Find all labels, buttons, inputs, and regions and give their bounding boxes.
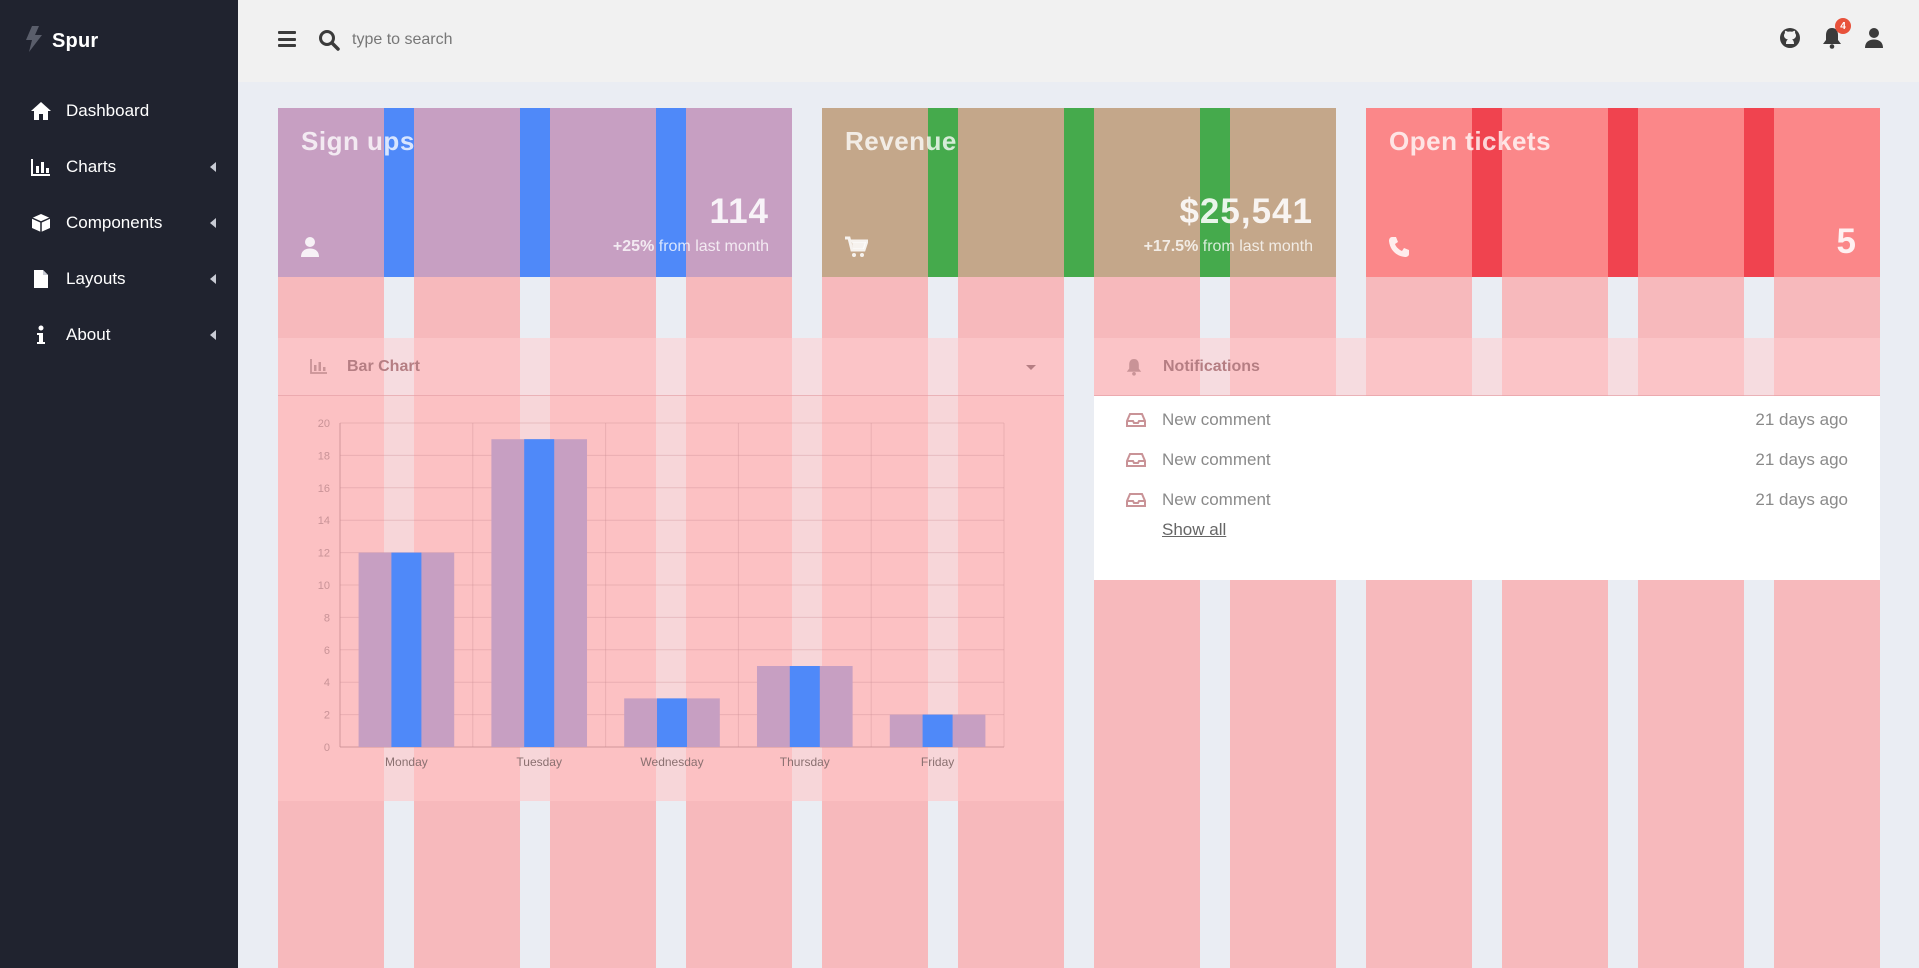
y-tick-label: 0: [324, 742, 330, 754]
bell-icon: [1126, 358, 1144, 376]
panel-body: 0 2 4 6 8 10 12 14 16 18 20 Monday Tuesday Wednesday T…: [278, 396, 1064, 801]
y-tick-label: 8: [324, 612, 330, 624]
sidebar-nav: Dashboard Charts Components Layouts: [0, 83, 238, 363]
notification-text: New comment: [1162, 450, 1271, 469]
bar-highlight: [524, 439, 555, 747]
x-tick-label: Wednesday: [640, 755, 703, 769]
list-item[interactable]: New comment 21 days ago: [1094, 440, 1880, 480]
sidebar-item-components[interactable]: Components: [0, 195, 238, 251]
bolt-icon: [26, 26, 42, 57]
panel-title: Notifications: [1163, 358, 1260, 375]
user-icon: [300, 236, 322, 258]
sidebar-item-charts[interactable]: Charts: [0, 139, 238, 195]
y-tick-label: 20: [318, 418, 330, 430]
search-input[interactable]: [352, 26, 652, 54]
notification-list: New comment 21 days ago New comment 21 d…: [1094, 400, 1880, 520]
notification-time: 21 days ago: [1755, 490, 1848, 509]
topbar: 4: [238, 0, 1919, 82]
bar-highlight: [391, 552, 422, 747]
x-tick-label: Monday: [385, 755, 428, 769]
card-title: Open tickets: [1389, 126, 1552, 156]
x-tick-label: Thursday: [780, 755, 830, 769]
stat-card-signups: Sign ups 114 +25% from last month: [278, 108, 792, 277]
list-item[interactable]: New comment 21 days ago: [1094, 400, 1880, 440]
sidebar-item-label: Layouts: [66, 269, 126, 288]
search-icon[interactable]: [318, 29, 340, 56]
card-delta: +17.5% from last month: [1143, 238, 1313, 255]
y-tick-label: 12: [318, 548, 330, 560]
sidebar-item-label: Dashboard: [66, 101, 150, 120]
notification-badge: 4: [1835, 18, 1851, 34]
bar-chart-panel: Bar Chart 0 2 4 6 8 10 12 14 16 18 20 Monday Tuesday…: [278, 338, 1064, 801]
notification-time: 21 days ago: [1755, 410, 1848, 429]
y-tick-label: 18: [318, 450, 330, 462]
panel-title: Bar Chart: [347, 358, 420, 375]
brand[interactable]: Spur: [26, 26, 98, 57]
card-value: $25,541: [1179, 192, 1313, 231]
card-title: Sign ups: [301, 126, 415, 156]
x-tick-label: Tuesday: [516, 755, 562, 769]
bar-highlight: [789, 666, 820, 747]
cube-icon: [30, 212, 52, 234]
sidebar-item-label: About: [66, 325, 111, 344]
y-tick-label: 4: [324, 677, 330, 689]
menu-toggle-icon[interactable]: [278, 31, 296, 47]
bar-chart-icon: [310, 358, 328, 376]
chevron-down-icon[interactable]: [1026, 365, 1036, 370]
list-item[interactable]: New comment 21 days ago: [1094, 480, 1880, 520]
caret-left-icon: [210, 274, 216, 284]
inbox-icon: [1126, 492, 1146, 508]
file-icon: [30, 268, 52, 290]
bar-highlight: [657, 698, 687, 747]
card-value: 114: [709, 192, 769, 231]
sidebar-item-label: Components: [66, 213, 163, 232]
caret-left-icon: [210, 330, 216, 340]
card-title: Revenue: [845, 126, 957, 156]
notification-text: New comment: [1162, 410, 1271, 429]
user-icon[interactable]: [1863, 26, 1885, 50]
topbar-actions: 4: [1779, 18, 1885, 50]
y-tick-label: 2: [324, 710, 330, 722]
card-value: 5: [1836, 222, 1857, 261]
show-all-link[interactable]: Show all: [1162, 520, 1227, 539]
phone-icon: [1388, 236, 1410, 258]
sidebar-item-dashboard[interactable]: Dashboard: [0, 83, 238, 139]
card-delta: +25% from last month: [612, 238, 769, 255]
brand-name: Spur: [52, 30, 99, 52]
sidebar: Spur Dashboard Charts Components: [0, 0, 238, 968]
y-tick-label: 10: [318, 580, 330, 592]
y-tick-label: 14: [318, 515, 330, 527]
panel-header: Bar Chart: [278, 338, 1064, 396]
notification-time: 21 days ago: [1755, 450, 1848, 469]
sidebar-item-about[interactable]: About: [0, 307, 238, 363]
bar-chart-icon: [30, 156, 52, 178]
x-tick-label: Friday: [921, 755, 954, 769]
home-icon: [30, 100, 52, 122]
notifications-panel: Notifications New comment 21 days ago Ne…: [1094, 338, 1880, 580]
info-icon: [30, 324, 52, 346]
y-tick-label: 16: [318, 483, 330, 495]
github-icon[interactable]: [1779, 26, 1801, 50]
y-tick-label: 6: [324, 645, 330, 657]
sidebar-item-layouts[interactable]: Layouts: [0, 251, 238, 307]
cart-icon: [844, 236, 870, 258]
bar-highlight: [922, 714, 953, 747]
bell-icon[interactable]: 4: [1821, 18, 1851, 50]
caret-left-icon: [210, 218, 216, 228]
bar-chart: 0 2 4 6 8 10 12 14 16 18 20 Monday Tuesday Wednesday T…: [318, 418, 1005, 769]
caret-left-icon: [210, 162, 216, 172]
sidebar-item-label: Charts: [66, 157, 117, 176]
stat-card-revenue: Revenue $25,541 +17.5% from last month: [822, 108, 1336, 277]
inbox-icon: [1126, 412, 1146, 428]
panel-header: Notifications: [1094, 338, 1880, 396]
stat-card-tickets: Open tickets 5: [1366, 108, 1880, 277]
inbox-icon: [1126, 452, 1146, 468]
notification-text: New comment: [1162, 490, 1271, 509]
